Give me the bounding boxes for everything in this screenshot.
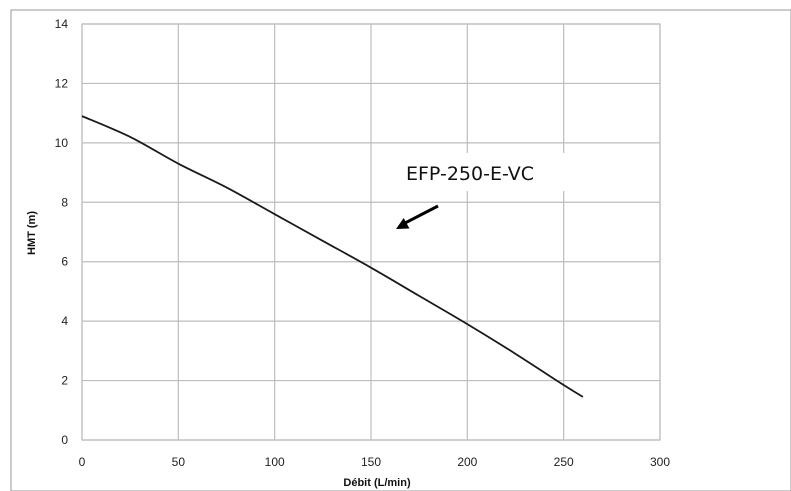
annotation-box: [388, 153, 570, 191]
y-tick-label: 6: [61, 255, 68, 269]
annotation-arrow-head: [396, 217, 410, 230]
x-tick-label: 300: [650, 455, 670, 469]
x-tick-label: 200: [457, 455, 477, 469]
y-tick-label: 2: [61, 374, 68, 388]
x-tick-label: 100: [265, 455, 285, 469]
annotation-layer: EFP-250-E-VC: [388, 153, 570, 230]
y-axis-title: HMT (m): [26, 211, 38, 255]
y-tick-label: 8: [61, 195, 68, 209]
y-tick-labels: 0 2 4 6 8 10 12 14: [55, 17, 69, 447]
series-layer: [81, 115, 584, 398]
x-tick-label: 250: [554, 455, 574, 469]
y-tick-label: 4: [61, 314, 68, 328]
y-tick-label: 12: [55, 76, 69, 90]
x-tick-label: 50: [172, 455, 186, 469]
annotation-label: EFP-250-E-VC: [406, 163, 534, 185]
x-tick-label: 150: [361, 455, 381, 469]
series-line-efp-250-e-vc: [81, 115, 584, 398]
y-tick-label: 0: [61, 433, 68, 447]
annotation-arrow-shaft: [402, 204, 439, 226]
y-tick-label: 14: [55, 17, 69, 31]
grid: [81, 23, 661, 441]
frame-border: [10, 9, 791, 491]
x-tick-label: 0: [79, 455, 86, 469]
y-tick-label: 10: [55, 136, 69, 150]
x-tick-labels: 0 50 100 150 200 250 300: [79, 455, 671, 469]
x-axis-title: Débit (L/min): [343, 477, 411, 489]
